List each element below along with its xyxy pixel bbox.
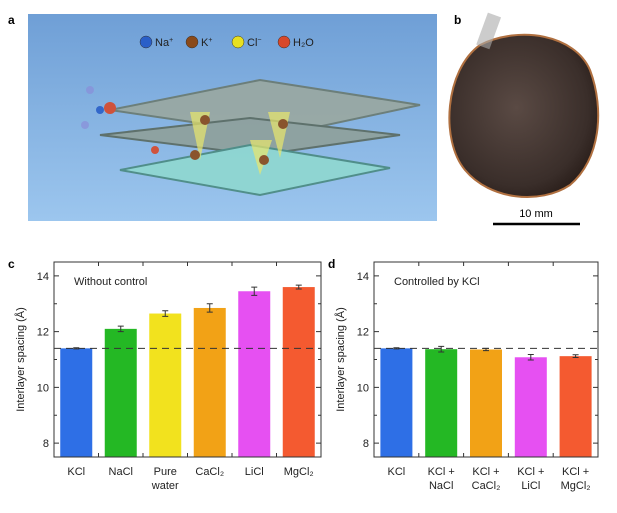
bar: [60, 348, 93, 457]
error-bar: [527, 353, 534, 361]
x-tick-label: MgCl₂: [284, 466, 314, 478]
y-tick-label: 12: [357, 327, 369, 339]
error-bar: [572, 354, 579, 359]
error-bar: [438, 345, 445, 353]
x-tick-label: KCl +: [562, 466, 589, 478]
x-tick-label: KCl: [388, 466, 406, 478]
scale-bar-label: 10 mm: [519, 208, 553, 220]
bar: [514, 357, 547, 457]
x-tick-label: MgCl₂: [561, 480, 591, 492]
x-tick-label: CaCl₂: [195, 466, 224, 478]
error-bar: [162, 310, 169, 317]
chart-c: c KCl NaCl Pure water CaCl₂ LiCl MgCl₂ 8 10 12 14 In…: [8, 257, 322, 492]
y-axis-label: Interlayer spacing (Å): [14, 307, 27, 412]
x-tick-label: LiCl: [245, 466, 264, 478]
panel-a-label: a: [8, 13, 15, 27]
x-tick-label: KCl: [67, 466, 85, 478]
x-tick-label: NaCl: [429, 480, 453, 492]
bar: [425, 349, 458, 457]
y-tick-label: 8: [363, 438, 369, 450]
error-bar: [206, 303, 213, 313]
plot-frame: [53, 261, 322, 458]
panel-b-label: b: [454, 13, 461, 27]
x-tick-label: KCl +: [517, 466, 544, 478]
legend-ion-label: K+: [201, 37, 212, 49]
chart-d: d KCl KCl + NaCl KCl + CaCl₂ KCl + LiCl KCl + MgC…: [328, 257, 599, 492]
legend-ion-charge: −: [257, 37, 261, 44]
error-bar: [295, 284, 302, 290]
x-tick-label: LiCl: [521, 480, 540, 492]
x-tick-label: CaCl₂: [472, 480, 501, 492]
ion-legend: Na+ K+ Cl− H₂O: [139, 35, 314, 49]
x-tick-label: NaCl: [109, 466, 133, 478]
panel-label: d: [328, 257, 335, 271]
x-tick-label: KCl +: [428, 466, 455, 478]
y-tick-label: 12: [37, 327, 49, 339]
bar: [193, 307, 226, 457]
ion-layer-illustration: [28, 14, 437, 221]
error-bar: [73, 347, 80, 350]
panel-label: c: [8, 257, 15, 271]
x-tick-label: Pure: [154, 466, 177, 478]
chart-annotation: Controlled by KCl: [394, 276, 480, 288]
error-bar: [251, 286, 258, 296]
membrane-photo: [448, 12, 600, 198]
y-axis-label: Interlayer spacing (Å): [334, 307, 347, 412]
legend-ion-charge: +: [169, 37, 173, 44]
chart-annotation: Without control: [74, 276, 147, 288]
legend-ion-label: H₂O: [293, 37, 314, 49]
error-bar: [393, 347, 400, 350]
x-tick-label: water: [151, 480, 179, 492]
legend-ion-marker: [139, 35, 153, 49]
y-tick-label: 10: [37, 382, 49, 394]
legend-ion-marker: [277, 35, 291, 49]
bar: [559, 356, 592, 457]
bar: [380, 348, 413, 457]
y-tick-label: 14: [37, 271, 49, 283]
y-tick-label: 10: [357, 382, 369, 394]
bar: [149, 313, 182, 457]
bar: [104, 328, 137, 457]
y-tick-label: 8: [43, 438, 49, 450]
legend-ion-charge: +: [208, 37, 212, 44]
legend-ion-marker: [231, 35, 245, 49]
legend-ion-marker: [185, 35, 199, 49]
legend-ion-label: Na+: [155, 37, 173, 49]
x-tick-label: KCl +: [472, 466, 499, 478]
bar: [282, 287, 315, 457]
bar: [238, 291, 271, 457]
bar: [470, 349, 502, 457]
error-bar: [117, 325, 124, 333]
y-tick-label: 14: [357, 271, 369, 283]
